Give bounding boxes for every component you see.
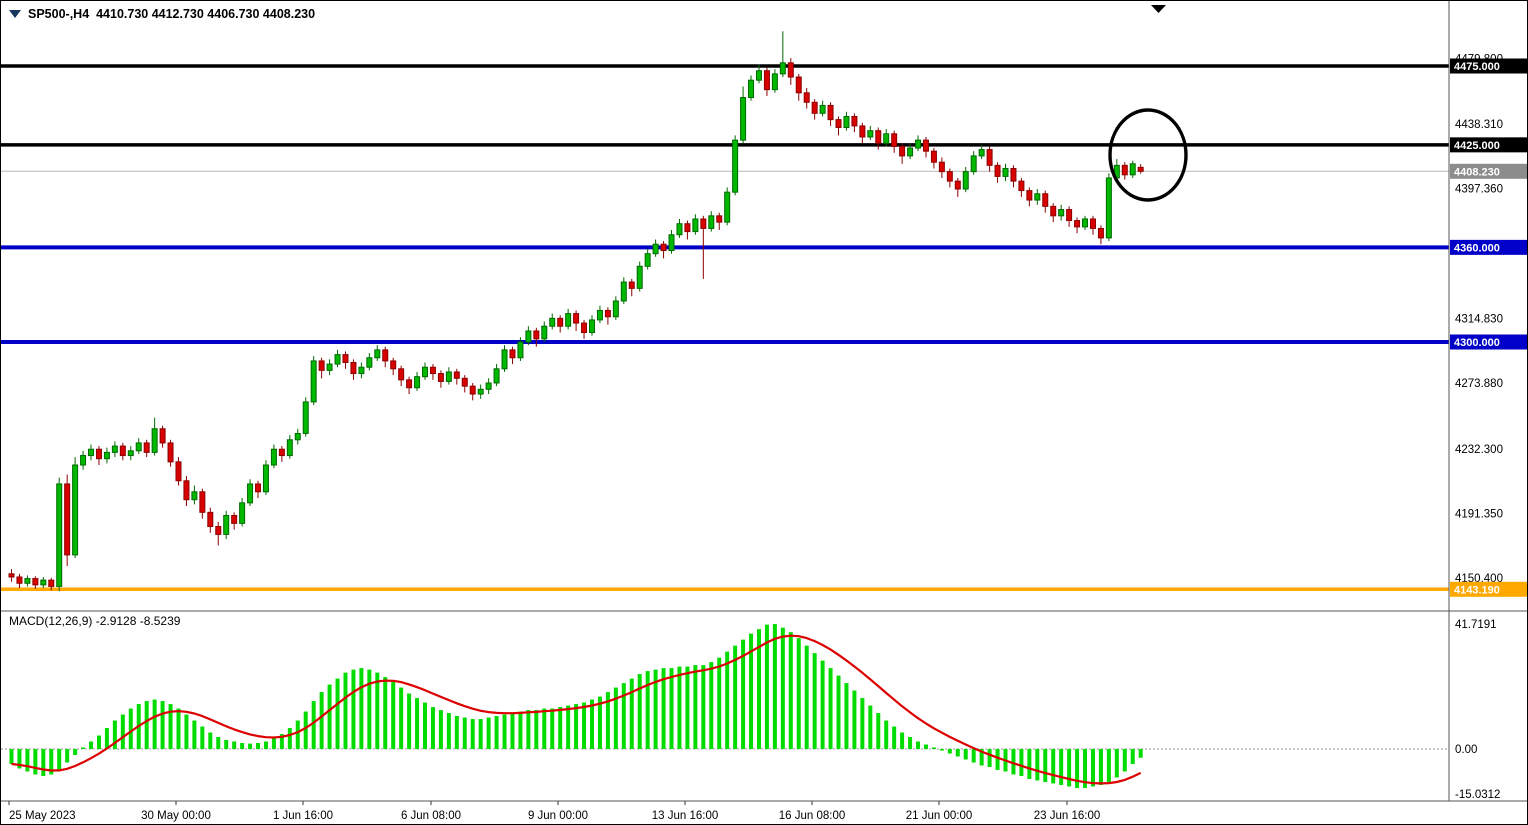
candles: [8, 31, 1144, 592]
horizontal-lines[interactable]: [1, 64, 1449, 592]
circle-annotation[interactable]: [1108, 108, 1188, 202]
price-tick-label: 4397.360: [1455, 183, 1503, 195]
price-line-badge-label: 4360.000: [1454, 242, 1500, 254]
price-line-badge: [1450, 334, 1527, 350]
macd-tick-label: 41.7191: [1455, 619, 1497, 631]
price-tick-label: 4232.300: [1455, 444, 1503, 456]
price-tick-label: 4273.880: [1455, 378, 1503, 390]
time-tick-label: 25 May 2023: [9, 810, 76, 822]
time-tick-label: 1 Jun 16:00: [273, 810, 333, 822]
price-line-badge-label: 4300.000: [1454, 337, 1500, 349]
time-tick-label: 16 Jun 08:00: [779, 810, 846, 822]
symbol-ohlc-text: SP500-,H4 4410.730 4412.730 4406.730 440…: [28, 7, 316, 21]
symbol-header: SP500-,H4 4410.730 4412.730 4406.730 440…: [9, 7, 315, 21]
price-line-badge: [1450, 581, 1527, 597]
macd-tick-label: -15.0312: [1455, 789, 1500, 801]
price-line-badge: [1450, 239, 1527, 255]
time-tick-label: 21 Jun 00:00: [906, 810, 973, 822]
price-line-badge: [1450, 58, 1527, 74]
time-tick-label: 23 Jun 16:00: [1034, 810, 1101, 822]
macd-signal-line: [11, 634, 1142, 785]
price-line-badge-label: 4425.000: [1454, 140, 1500, 152]
macd-histogram: [9, 624, 1143, 788]
price-tick-label: 4438.310: [1455, 119, 1503, 131]
price-line-badge-label: 4143.190: [1454, 584, 1500, 596]
price-tick-label: 4314.830: [1455, 314, 1503, 326]
chart-shift-marker-icon[interactable]: [1151, 5, 1166, 13]
price-line-badge-label: 4408.230: [1454, 166, 1500, 178]
time-tick-label: 6 Jun 08:00: [401, 810, 461, 822]
time-tick-label: 9 Jun 00:00: [528, 810, 588, 822]
price-line-badge: [1450, 137, 1527, 153]
time-tick-label: 13 Jun 16:00: [652, 810, 719, 822]
macd-indicator-label: MACD(12,26,9) -2.9128 -8.5239: [9, 614, 181, 628]
time-axis[interactable]: 25 May 2023 30 May 00:00 1 Jun 16:00 6 Jun …: [8, 801, 1101, 822]
price-line-badge-label: 4475.000: [1454, 61, 1500, 73]
price-axis[interactable]: 4479.8004438.3104397.3604314.8304273.880…: [1450, 53, 1527, 801]
price-line-badge: [1450, 163, 1527, 179]
macd-tick-label: 0.00: [1455, 744, 1477, 756]
time-tick-label: 30 May 00:00: [141, 810, 211, 822]
price-tick-label: 4191.350: [1455, 508, 1503, 520]
symbol-dropdown-icon[interactable]: [9, 10, 21, 18]
